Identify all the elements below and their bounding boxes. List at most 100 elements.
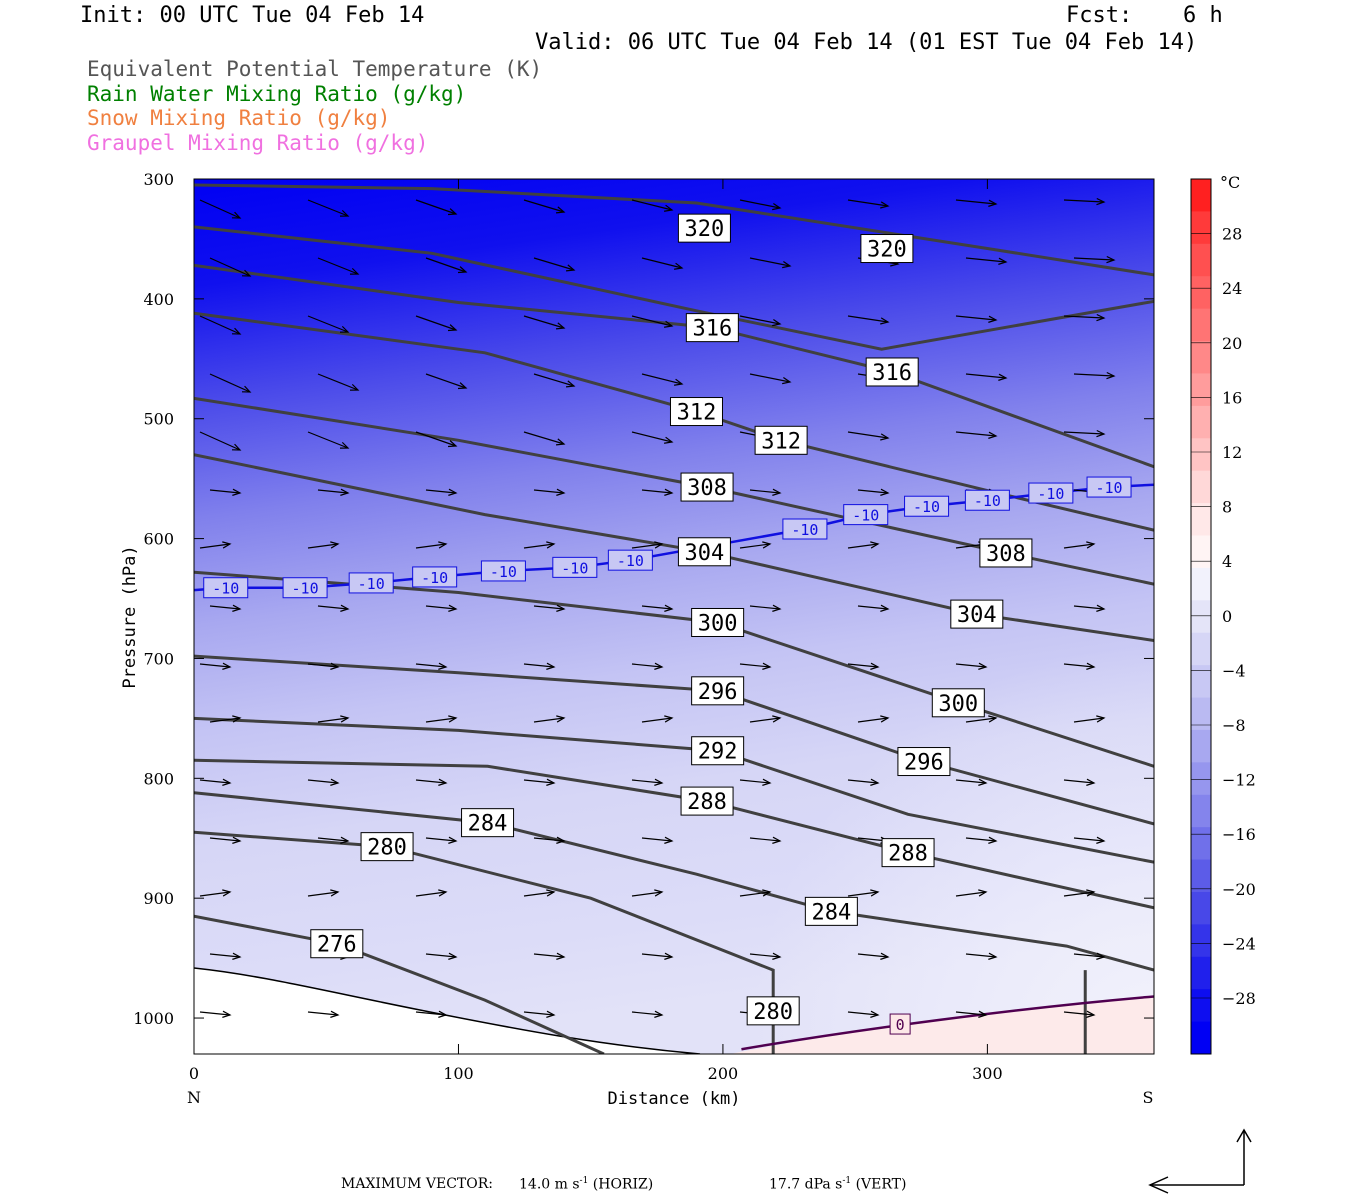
wind-vector	[1063, 663, 1095, 668]
wind-vector-head	[664, 715, 674, 723]
theta-e-label-box	[979, 538, 1033, 568]
wind-vector-head	[654, 1010, 664, 1018]
theta-e-contour	[194, 914, 605, 1054]
theta-e-label-box	[931, 688, 985, 718]
wind-vector-head	[448, 952, 458, 960]
wind-vector-head	[664, 204, 674, 212]
wind-vector-head	[880, 433, 890, 441]
wind-vector-head	[546, 1010, 556, 1018]
isotherm-label: -10	[292, 580, 319, 598]
wind-vector-head	[880, 604, 890, 612]
wind-vector-head	[988, 315, 998, 323]
theta-e-label-box	[860, 234, 914, 264]
theta-e-label-box	[691, 736, 745, 766]
wind-vector	[739, 315, 781, 325]
wind-vector-head	[546, 778, 556, 786]
wind-vector	[425, 489, 457, 494]
y-tick-label: 1000	[133, 1009, 174, 1028]
wind-vector-head	[222, 662, 232, 670]
wind-vector-head	[222, 541, 232, 549]
wind-vector-head	[978, 662, 988, 670]
wind-vector	[415, 663, 447, 668]
wind-vector	[857, 717, 889, 723]
wind-vector-head	[978, 1010, 988, 1018]
wind-vector	[209, 953, 241, 958]
isotherm-label-box	[282, 577, 328, 599]
wind-vector-head	[330, 1010, 340, 1018]
theta-e-label-box	[680, 472, 734, 502]
wind-vector-head	[654, 778, 664, 786]
wind-vector	[425, 373, 467, 389]
wind-vector	[209, 837, 241, 842]
wind-vector	[307, 891, 339, 897]
isotherm-label: -10	[974, 492, 1001, 510]
wind-vector-head	[232, 604, 242, 612]
wind-vector-head	[555, 322, 566, 330]
wind-vector-head	[772, 604, 782, 612]
wind-vector	[1073, 837, 1105, 842]
colorbar-swatch	[1191, 470, 1211, 504]
colorbar-swatch	[1191, 665, 1211, 699]
wind-vector-head	[664, 604, 674, 612]
isotherm-label: -10	[1095, 479, 1122, 497]
wind-vector-head	[349, 383, 360, 391]
wind-vector-head	[457, 382, 468, 390]
colorbar-swatch	[1191, 535, 1211, 569]
wind-vector	[631, 891, 663, 897]
y-tick-label: 900	[143, 889, 174, 908]
isotherm-label-box	[782, 518, 828, 540]
wind-vector	[415, 1011, 447, 1016]
x-axis: 0 100 200 300	[189, 179, 1003, 1083]
wind-vector	[739, 779, 771, 784]
legend-theta-e: Equivalent Potential Temperature (K)	[87, 57, 543, 81]
legend-rain-water: Rain Water Mixing Ratio (g/kg)	[87, 82, 467, 106]
wind-vector	[317, 605, 349, 610]
wind-vector	[749, 717, 781, 723]
wind-vector-head	[762, 778, 772, 786]
theta-e-label: 312	[677, 401, 717, 426]
colorbar-label: 0	[1222, 607, 1232, 626]
wind-vector	[631, 1011, 663, 1016]
legend-snow: Snow Mixing Ratio (g/kg)	[87, 106, 391, 130]
wind-vector	[857, 605, 889, 610]
wind-vector	[739, 891, 771, 897]
forecast-hour: 6 h	[1183, 3, 1223, 28]
colorbar-swatch	[1191, 179, 1211, 212]
colorbar-swatch	[1191, 567, 1211, 601]
wind-vector	[523, 315, 565, 329]
wind-vector-head	[1086, 778, 1096, 786]
wind-vector	[955, 315, 997, 321]
wind-vector	[415, 779, 447, 784]
wind-vector	[523, 199, 565, 213]
wind-vector-head	[772, 952, 782, 960]
wind-vector	[523, 891, 555, 897]
wind-vector	[523, 779, 555, 784]
wind-vector-head	[1086, 541, 1096, 549]
wind-vector	[955, 1011, 987, 1016]
wind-vector	[631, 779, 663, 784]
wind-vector	[965, 373, 1007, 379]
wind-vector	[533, 953, 565, 958]
wind-vector	[209, 373, 251, 393]
wind-vector-head	[349, 267, 360, 275]
x-end-left: N	[187, 1088, 201, 1107]
wind-vector	[1063, 779, 1095, 784]
theta-e-label-box	[677, 213, 731, 243]
wind-vector	[847, 199, 889, 207]
theta-e-label: 296	[698, 680, 738, 705]
wind-vector-head	[880, 201, 890, 209]
theta-e-label-box	[310, 929, 364, 959]
theta-e-label-box	[461, 808, 515, 838]
plot-area: 320 320 316 316 312 312 308 308 304 304 300 300 296 2…	[194, 179, 1154, 1054]
wind-vector-head	[340, 836, 350, 844]
colorbar-unit: °C	[1220, 173, 1240, 192]
x-end-right: S	[1143, 1088, 1154, 1107]
wind-vector-head	[232, 488, 242, 496]
wind-vector	[641, 837, 673, 842]
wind-vector-head	[232, 952, 242, 960]
wind-vector	[749, 257, 791, 267]
wind-vector	[533, 489, 565, 494]
wind-vector	[1063, 1011, 1095, 1016]
wind-vector	[523, 1011, 555, 1016]
wind-vector-head	[556, 715, 566, 723]
